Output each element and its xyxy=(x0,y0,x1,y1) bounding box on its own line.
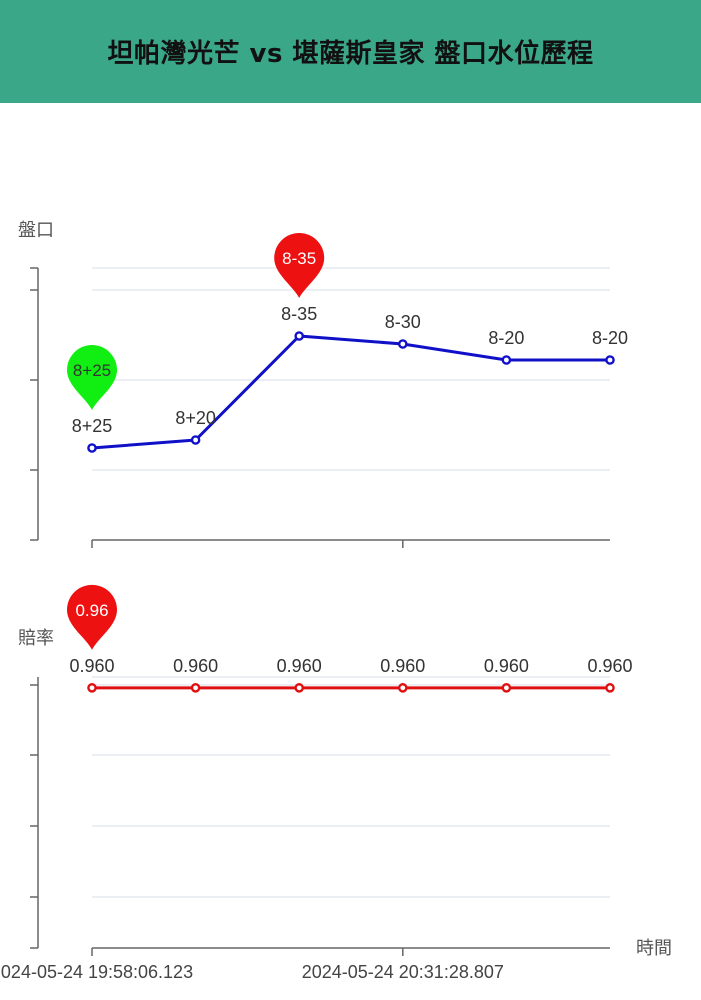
header-bar: 坦帕灣光芒 vs 堪薩斯皇家 盤口水位歷程 xyxy=(0,0,701,103)
page-title: 坦帕灣光芒 vs 堪薩斯皇家 盤口水位歷程 xyxy=(107,39,594,69)
handicap-point xyxy=(501,355,512,365)
odds-markers: 0.96 xyxy=(67,584,117,650)
odds-point-labels: 0.960 0.960 0.960 0.960 0.960 0.960 xyxy=(69,656,632,676)
odds-point-label: 0.960 xyxy=(69,656,114,676)
handicap-point-label: 8+20 xyxy=(175,408,216,428)
handicap-max-pin xyxy=(274,233,325,298)
handicap-axes xyxy=(30,267,610,548)
odds-point-label: 0.960 xyxy=(277,656,322,676)
odds-axes xyxy=(30,677,610,956)
handicap-markers: 8+25 8-35 xyxy=(67,233,325,410)
odds-point xyxy=(294,683,305,693)
handicap-point-label: 8-35 xyxy=(281,304,317,324)
odds-point xyxy=(605,683,615,693)
handicap-point xyxy=(87,443,97,453)
handicap-min-pin xyxy=(67,345,117,410)
handicap-point-labels: 8+25 8+20 8-35 8-30 8-20 8-20 xyxy=(72,304,628,436)
handicap-chart: 盤口 8+25 8+20 8-35 8-30 8-20 8-20 8+25 8-35 xyxy=(18,220,628,548)
odds-point-label: 0.960 xyxy=(380,656,425,676)
handicap-point-label: 8+25 xyxy=(72,416,113,436)
odds-point-label: 0.960 xyxy=(587,656,632,676)
odds-grid xyxy=(92,676,610,898)
handicap-grid xyxy=(92,267,610,471)
odds-point-label: 0.960 xyxy=(173,656,218,676)
handicap-min-pin-label: 8+25 xyxy=(73,361,111,380)
handicap-point-label: 8-20 xyxy=(592,328,628,348)
handicap-point xyxy=(397,339,408,349)
time-tick-labels: 2024-05-24 19:58:06.123 2024-05-24 20:31:… xyxy=(0,962,504,982)
odds-max-pin xyxy=(67,584,117,650)
time-tick-label: 2024-05-24 20:31:28.807 xyxy=(302,962,504,982)
odds-point xyxy=(190,683,201,693)
handicap-series xyxy=(87,331,615,453)
handicap-point xyxy=(190,435,201,445)
time-tick-label: 2024-05-24 19:58:06.123 xyxy=(0,962,193,982)
time-axis-title: 時間 xyxy=(636,938,672,959)
odds-axis-title: 賠率 xyxy=(18,628,54,649)
handicap-axis-title: 盤口 xyxy=(18,220,54,241)
handicap-point-label: 8-20 xyxy=(488,328,524,348)
odds-point-label: 0.960 xyxy=(484,656,529,676)
odds-max-pin-label: 0.96 xyxy=(75,601,108,620)
handicap-point-label: 8-30 xyxy=(385,312,421,332)
odds-point xyxy=(397,683,408,693)
odds-point xyxy=(87,683,97,693)
odds-chart: 賠率 0.960 0.960 0.960 0.960 0.960 0.960 0.96 2… xyxy=(0,584,672,982)
handicap-line xyxy=(91,334,610,450)
odds-point xyxy=(501,683,512,693)
odds-series xyxy=(87,683,615,693)
handicap-point xyxy=(294,331,305,341)
handicap-max-pin-label: 8-35 xyxy=(282,249,316,268)
handicap-point xyxy=(605,355,615,365)
